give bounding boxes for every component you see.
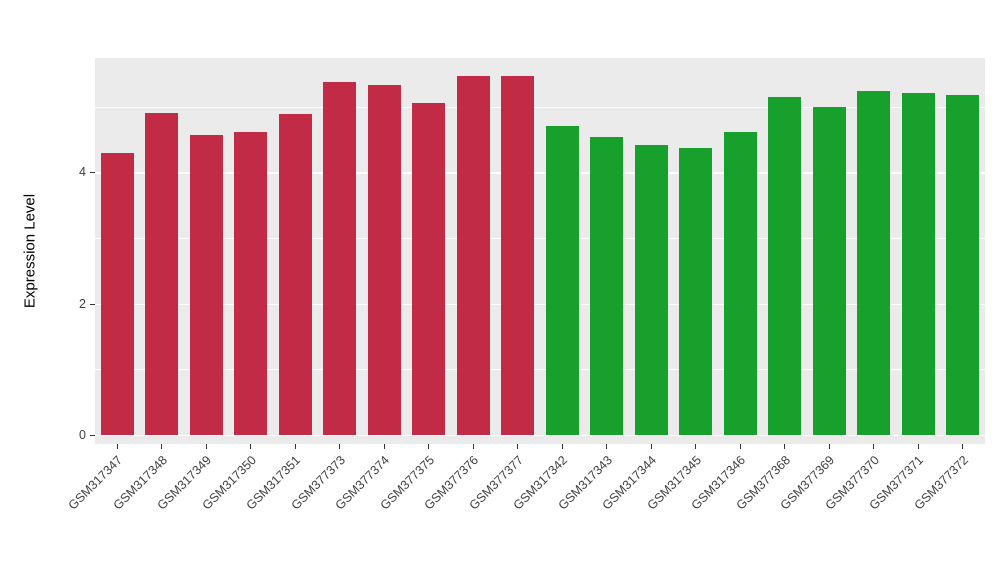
bar-GSM317350: [234, 132, 268, 435]
bar-GSM317344: [634, 145, 668, 435]
bar-GSM377370: [857, 90, 891, 435]
plot-panel: [95, 58, 985, 444]
x-tick-mark: [205, 444, 207, 449]
x-tick-mark: [606, 444, 608, 449]
x-tick-mark: [917, 444, 919, 449]
y-tick-label: 0: [79, 428, 86, 442]
x-tick-mark: [294, 444, 296, 449]
x-tick-mark: [116, 444, 118, 449]
bar-GSM377376: [456, 75, 490, 435]
gridline-major: [95, 303, 985, 306]
bar-GSM317348: [145, 113, 179, 435]
x-tick-mark: [695, 444, 697, 449]
y-tick-mark: [90, 435, 95, 436]
gridline-major: [95, 172, 985, 174]
bar-GSM377372: [946, 94, 980, 435]
bar-GSM317345: [679, 147, 713, 435]
x-tick-mark: [828, 444, 830, 449]
x-tick-mark: [784, 444, 786, 449]
y-tick-label: 4: [79, 165, 86, 180]
gridline-minor: [95, 237, 985, 239]
bar-GSM317342: [545, 126, 579, 435]
y-tick-mark: [90, 303, 95, 305]
gridline-major: [95, 435, 985, 437]
gridline-minor: [95, 106, 985, 108]
bar-GSM377377: [501, 76, 535, 435]
bar-GSM317343: [590, 137, 624, 435]
bar-GSM377373: [323, 81, 357, 435]
x-tick-mark: [472, 444, 474, 449]
x-tick-mark: [650, 444, 652, 449]
bar-GSM317351: [278, 114, 312, 435]
bar-GSM377374: [367, 84, 401, 435]
bar-GSM317349: [189, 134, 223, 435]
bar-GSM377369: [812, 106, 846, 435]
x-tick-mark: [561, 444, 563, 449]
bar-GSM317347: [100, 152, 134, 435]
x-tick-mark: [962, 444, 964, 449]
bar-GSM317346: [723, 131, 757, 435]
bar-GSM377375: [412, 102, 446, 435]
x-tick-mark: [250, 444, 252, 449]
x-tick-mark: [517, 444, 519, 449]
x-tick-mark: [873, 444, 875, 449]
x-tick-mark: [339, 444, 341, 449]
bar-GSM377368: [768, 97, 802, 435]
x-tick-mark: [739, 444, 741, 449]
y-tick-label: 2: [79, 296, 86, 311]
x-tick-mark: [428, 444, 430, 449]
bar-GSM377371: [901, 92, 935, 435]
x-tick-mark: [383, 444, 385, 449]
y-tick-mark: [90, 172, 95, 174]
x-tick-mark: [161, 444, 163, 449]
y-axis-label: Expression Level: [21, 193, 39, 309]
gridline-minor: [95, 369, 985, 370]
